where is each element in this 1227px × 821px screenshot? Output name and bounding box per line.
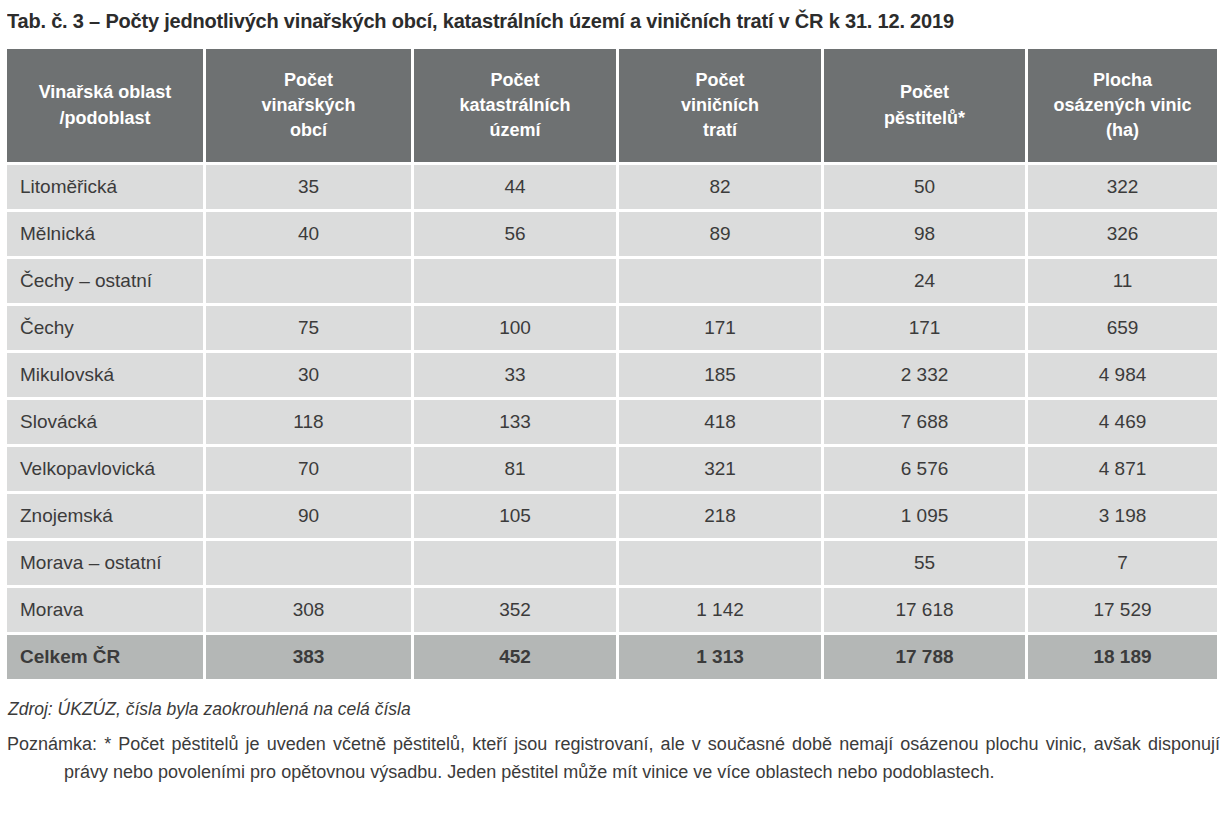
- row-label: Velkopavlovická: [7, 447, 203, 491]
- total-row-label: Celkem ČR: [7, 635, 203, 679]
- cell-value: [414, 541, 616, 585]
- row-label: Znojemská: [7, 494, 203, 538]
- total-cell-value: 18 189: [1028, 635, 1217, 679]
- cell-value: 171: [619, 306, 821, 350]
- footnote: Poznámka: * Počet pěstitelů je uveden vč…: [7, 731, 1220, 787]
- cell-value: 24: [824, 259, 1025, 303]
- cell-value: 6 576: [824, 447, 1025, 491]
- cell-value: 17 618: [824, 588, 1025, 632]
- cell-value: [206, 541, 411, 585]
- footnote-label: Poznámka: *: [7, 734, 111, 754]
- cell-value: 70: [206, 447, 411, 491]
- table-row: Slovácká 118 133 418 7 688 4 469: [7, 400, 1217, 444]
- cell-value: 40: [206, 212, 411, 256]
- cell-value: 118: [206, 400, 411, 444]
- cell-value: 321: [619, 447, 821, 491]
- cell-value: 322: [1028, 165, 1217, 209]
- column-header-planted-area: Plocha osázených vinic (ha): [1028, 49, 1217, 162]
- cell-value: 171: [824, 306, 1025, 350]
- cell-value: 11: [1028, 259, 1217, 303]
- table-row: Mikulovská 30 33 185 2 332 4 984: [7, 353, 1217, 397]
- table-title: Tab. č. 3 – Počty jednotlivých vinařskýc…: [7, 10, 1220, 33]
- cell-value: 185: [619, 353, 821, 397]
- cell-value: 50: [824, 165, 1025, 209]
- column-header-municipalities: Počet vinařských obcí: [206, 49, 411, 162]
- cell-value: 35: [206, 165, 411, 209]
- cell-value: 4 984: [1028, 353, 1217, 397]
- column-header-cadastral: Počet katastrálních území: [414, 49, 616, 162]
- cell-value: 56: [414, 212, 616, 256]
- row-label: Morava: [7, 588, 203, 632]
- cell-value: [619, 259, 821, 303]
- cell-value: 55: [824, 541, 1025, 585]
- table-row: Morava 308 352 1 142 17 618 17 529: [7, 588, 1217, 632]
- source-note: Zdroj: ÚKZÚZ, čísla byla zaokrouhlená na…: [8, 699, 1220, 720]
- total-cell-value: 383: [206, 635, 411, 679]
- column-header-region: Vinařská oblast /podoblast: [7, 49, 203, 162]
- row-label: Litoměřická: [7, 165, 203, 209]
- row-label: Čechy: [7, 306, 203, 350]
- column-header-growers: Počet pěstitelů*: [824, 49, 1025, 162]
- cell-value: 75: [206, 306, 411, 350]
- cell-value: 44: [414, 165, 616, 209]
- table-row: Morava – ostatní 55 7: [7, 541, 1217, 585]
- cell-value: [414, 259, 616, 303]
- cell-value: [619, 541, 821, 585]
- table-row: Čechy 75 100 171 171 659: [7, 306, 1217, 350]
- cell-value: 1 095: [824, 494, 1025, 538]
- table-row: Mělnická 40 56 89 98 326: [7, 212, 1217, 256]
- header-row: Vinařská oblast /podoblast Počet vinařsk…: [7, 49, 1217, 162]
- cell-value: 17 529: [1028, 588, 1217, 632]
- total-row: Celkem ČR 383 452 1 313 17 788 18 189: [7, 635, 1217, 679]
- cell-value: 659: [1028, 306, 1217, 350]
- cell-value: 326: [1028, 212, 1217, 256]
- cell-value: 90: [206, 494, 411, 538]
- cell-value: 7: [1028, 541, 1217, 585]
- row-label: Morava – ostatní: [7, 541, 203, 585]
- table-row: Znojemská 90 105 218 1 095 3 198: [7, 494, 1217, 538]
- total-cell-value: 17 788: [824, 635, 1025, 679]
- cell-value: 418: [619, 400, 821, 444]
- cell-value: 4 469: [1028, 400, 1217, 444]
- wine-regions-table: Vinařská oblast /podoblast Počet vinařsk…: [7, 46, 1220, 682]
- total-cell-value: 452: [414, 635, 616, 679]
- table-row: Velkopavlovická 70 81 321 6 576 4 871: [7, 447, 1217, 491]
- column-header-vineyard-tracks: Počet viničních tratí: [619, 49, 821, 162]
- cell-value: [206, 259, 411, 303]
- table-row: Čechy – ostatní 24 11: [7, 259, 1217, 303]
- table-row: Litoměřická 35 44 82 50 322: [7, 165, 1217, 209]
- cell-value: 352: [414, 588, 616, 632]
- cell-value: 133: [414, 400, 616, 444]
- row-label: Mikulovská: [7, 353, 203, 397]
- cell-value: 30: [206, 353, 411, 397]
- cell-value: 7 688: [824, 400, 1025, 444]
- cell-value: 308: [206, 588, 411, 632]
- cell-value: 33: [414, 353, 616, 397]
- cell-value: 4 871: [1028, 447, 1217, 491]
- cell-value: 89: [619, 212, 821, 256]
- row-label: Slovácká: [7, 400, 203, 444]
- cell-value: 3 198: [1028, 494, 1217, 538]
- cell-value: 2 332: [824, 353, 1025, 397]
- cell-value: 81: [414, 447, 616, 491]
- cell-value: 98: [824, 212, 1025, 256]
- cell-value: 100: [414, 306, 616, 350]
- row-label: Čechy – ostatní: [7, 259, 203, 303]
- cell-value: 82: [619, 165, 821, 209]
- footnote-text: Počet pěstitelů je uveden včetně pěstite…: [64, 734, 1220, 782]
- total-cell-value: 1 313: [619, 635, 821, 679]
- cell-value: 1 142: [619, 588, 821, 632]
- cell-value: 218: [619, 494, 821, 538]
- cell-value: 105: [414, 494, 616, 538]
- row-label: Mělnická: [7, 212, 203, 256]
